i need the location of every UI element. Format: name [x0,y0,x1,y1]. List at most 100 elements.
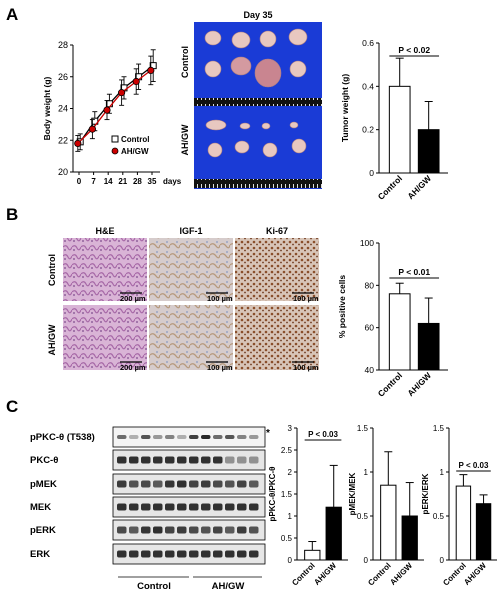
x-tick-label: 35 [148,177,157,186]
y-tick-label: 100 [360,238,374,248]
panel-letter-a: A [6,5,18,24]
blot-band [213,503,223,511]
blot-band [129,480,139,488]
photo-title: Day 35 [243,10,272,20]
image-ki67-control [235,238,319,301]
blot-band [153,456,163,464]
blot-band [237,456,247,464]
tumors-ahgw [205,119,307,158]
blot-band [225,526,235,534]
blot-band [237,503,247,511]
blot-band [117,526,127,534]
legend-marker-control [111,135,119,143]
y-tick-label: 1 [440,468,445,477]
row-control: Control [47,254,57,286]
blot-band [129,435,139,439]
blot-band [141,480,151,488]
blot-band [153,480,163,488]
col-ki67: Ki-67 [266,226,288,236]
blot-band [177,480,187,488]
y-tick-label: 0 [369,168,374,178]
col-he: H&E [95,226,114,236]
legend-label-control: Control [121,135,149,144]
x-tick-label: 14 [104,177,113,186]
y-tick-label: 26 [58,72,68,82]
row-ahgw: AH/GW [47,324,57,356]
panel-letter-b: B [6,205,18,224]
x-tick-label: 7 [91,177,96,186]
y-tick-label: 60 [365,323,375,333]
blot-band [153,435,163,439]
blot-band [249,480,259,488]
blot-label: MEK [30,502,51,513]
blot-band [249,550,259,558]
significance-label: P < 0.01 [398,267,430,277]
data-point [118,89,126,97]
y-tick-label: 28 [58,40,68,50]
blot-label: pMEK [30,479,57,490]
blot-band [129,526,139,534]
blot-label: pPKC-θ (T538) [30,432,95,443]
blot-band [177,503,187,511]
legend-label-ahgw: AH/GW [121,147,149,156]
scale-bar-4: 200 µm [120,363,146,372]
legend-marker-ahgw [111,147,119,155]
blot-band [153,550,163,558]
significance-label: P < 0.03 [308,430,338,439]
blot-band [141,456,151,464]
blot-band [201,480,211,488]
histology-panel: H&E IGF-1 Ki-67 Control AH/GW 200 µm 100… [47,226,319,372]
blot-band [117,480,127,488]
y-tick-label: 3 [288,424,293,433]
blot-asterisk: * [266,428,270,439]
col-igf1: IGF-1 [179,226,202,236]
scale-bar-2: 100 µm [207,294,233,303]
blot-band [165,503,175,511]
bar-ahgw [475,503,492,561]
scale-bar-1: 200 µm [120,294,146,303]
y-tick-label: 1.5 [357,424,369,433]
blot-band [225,550,235,558]
tumor-weight-chart: 0 0.2 0.4 0.6 Control AH/GW P < 0.02 Tumor weig… [340,38,448,202]
photo-ruler-bottom [194,179,322,188]
bar-control [455,485,472,561]
blot-band [165,456,175,464]
y-tick-label: 24 [58,104,68,114]
scale-bar-3: 100 µm [293,294,319,303]
blot-band [141,526,151,534]
blot-band [117,503,127,511]
x-tick-label: AH/GW [405,370,433,398]
y-axis-label: Body weight (g) [42,76,52,140]
y-tick-label: 0.5 [357,512,369,521]
western-blots: * Control AH/GW pPKC-θ (T538) PKC-θ pMEK ME… [30,426,270,592]
blot-band [213,456,223,464]
blot-band [249,503,259,511]
y-tick-label: 1.5 [281,490,293,499]
blot-band [249,435,259,439]
blot-band [153,526,163,534]
tumor-photo: Day 35 Control AH/GW [180,10,322,189]
y-axis-label: % positive cells [337,275,347,339]
y-tick-label: 2.5 [281,446,293,455]
y-tick-label: 40 [365,365,375,375]
y-tick-label: 80 [365,280,375,290]
blot-band [165,435,175,439]
blot-band [237,435,247,439]
x-tick-label: AH/GW [388,561,414,587]
tumors-control [204,28,308,88]
blot-band [213,550,223,558]
blot-band [165,480,175,488]
scale-bar-5: 100 µm [207,363,233,372]
blot-band [189,435,199,439]
x-axis-label: days [163,177,182,186]
blot-band [201,526,211,534]
image-ki67-ahgw [235,305,319,370]
blot-band [225,435,235,439]
photo-row-control: Control [180,46,190,78]
blot-band [225,480,235,488]
y-axis-label: Tumor weight (g) [340,74,350,142]
blot-band [177,435,187,439]
blot-band [129,456,139,464]
x-tick-label: 21 [118,177,127,186]
